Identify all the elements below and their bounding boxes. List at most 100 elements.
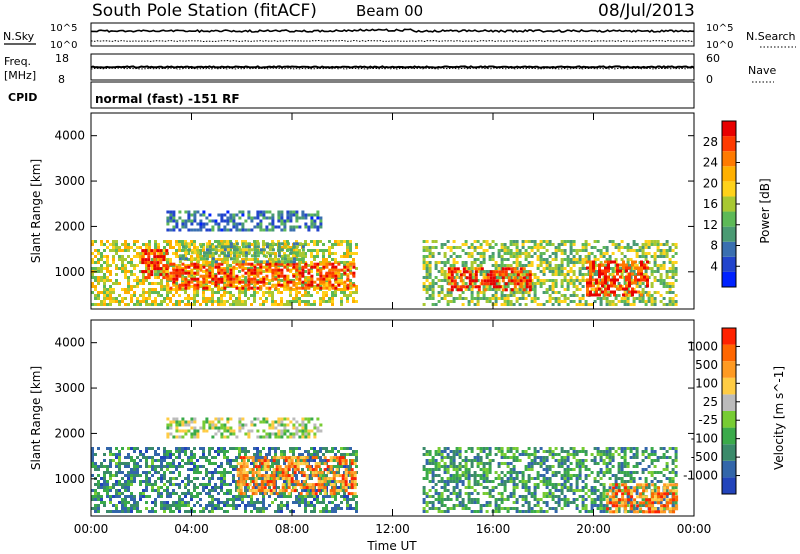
velocity-cell-0 [202,507,205,510]
power-cell-0 [121,258,124,261]
power-cell-5 [440,297,444,300]
velocity-cell-1 [287,477,291,481]
velocity-cell-0 [151,462,154,465]
power-cell-0 [316,243,319,246]
power-cell-5 [509,264,513,267]
power-cell-0 [214,273,217,276]
power-cell-2 [313,280,317,284]
power-cell-5 [431,252,435,255]
velocity-cell-0 [355,507,358,510]
power-cell-2 [220,280,224,284]
power-cell-5 [662,261,666,264]
power-cell-0 [196,258,199,261]
velocity-cell-0 [151,501,154,504]
power-cell-3 [199,213,203,217]
power-cell-5 [566,258,570,261]
power-cell-5 [449,255,453,258]
power-cell-1 [159,249,163,253]
velocity-cell-0 [169,450,172,453]
power-cell-2 [334,286,338,290]
power-cell-0 [256,240,259,243]
power-cell-3 [289,216,293,220]
power-cell-1 [159,267,163,271]
power-cell-0 [169,291,172,294]
power-cell-0 [322,297,325,300]
velocity-cell-1 [296,462,300,466]
power-cell-0 [283,282,286,285]
power-cell-0 [148,240,151,243]
power-cell-3 [316,216,320,220]
power-cell-3 [235,225,239,229]
velocity-cell-1 [302,474,306,478]
velocity-cell-0 [205,486,208,489]
power-cell-2 [295,286,299,290]
power-cell-0 [163,285,166,288]
power-cell-4 [220,242,224,246]
velocity-cell-0 [310,456,313,459]
velocity-cell-1 [311,486,315,490]
velocity-cell-1 [323,492,327,496]
power-cell-5 [641,300,645,303]
power-cell-0 [124,246,127,249]
power-cell-5 [629,258,633,261]
velocity-cell-0 [262,495,265,498]
power-cell-3 [241,228,245,232]
power-cell-4 [289,260,293,264]
velocity-cell-0 [259,462,262,465]
power-cell-0 [322,261,325,264]
power-cell-5 [665,249,669,252]
power-cell-2 [298,271,302,275]
power-cell-0 [163,267,166,270]
power-cell-2 [256,280,260,284]
velocity-cell-0 [193,504,196,507]
power-cell-2 [247,277,251,281]
power-cell-6 [498,273,502,277]
velocity-cell-0 [256,450,259,453]
power-cell-3 [307,228,311,232]
power-cell-0 [166,291,169,294]
power-cell-6 [486,276,490,280]
power-cell-0 [103,294,106,297]
velocity-cell-0 [211,504,214,507]
power-cell-5 [506,273,510,276]
power-cell-5 [431,240,435,243]
velocity-cell-0 [211,486,214,489]
power-cell-2 [280,268,284,272]
velocity-cell-1 [329,465,333,469]
power-cell-0 [319,303,322,306]
velocity-cell-2 [181,435,185,439]
power-cell-6 [456,267,460,271]
power-cell-5 [515,255,519,258]
power-cell-0 [211,291,214,294]
power-cell-0 [334,291,337,294]
velocity-cell-0 [127,489,130,492]
power-cell-5 [533,243,537,246]
velocity-cell-0 [262,501,265,504]
velocity-cell-0 [313,450,316,453]
power-cell-5 [533,291,537,294]
velocity-cell-0 [166,501,169,504]
velocity-cell-0 [208,510,211,513]
power-cell-5 [467,303,471,306]
velocity-cell-2 [220,417,224,421]
power-cell-3 [280,216,284,220]
power-cell-7 [598,263,601,267]
power-cell-6 [462,273,466,277]
power-cell-0 [337,282,340,285]
power-cell-5 [578,255,582,258]
power-cell-5 [548,255,552,258]
power-cell-0 [271,291,274,294]
velocity-cell-2 [292,432,296,436]
power-cell-3 [175,222,179,226]
power-cell-0 [235,300,238,303]
power-cell-2 [352,262,356,266]
power-cell-2 [301,268,305,272]
velocity-cell-0 [115,453,118,456]
power-cell-1 [153,267,157,271]
power-cell-4 [253,245,257,249]
velocity-cell-0 [328,510,331,513]
velocity-cell-0 [220,462,223,465]
velocity-cell-0 [103,477,106,480]
velocity-cell-1 [296,480,300,484]
power-cell-2 [334,268,338,272]
